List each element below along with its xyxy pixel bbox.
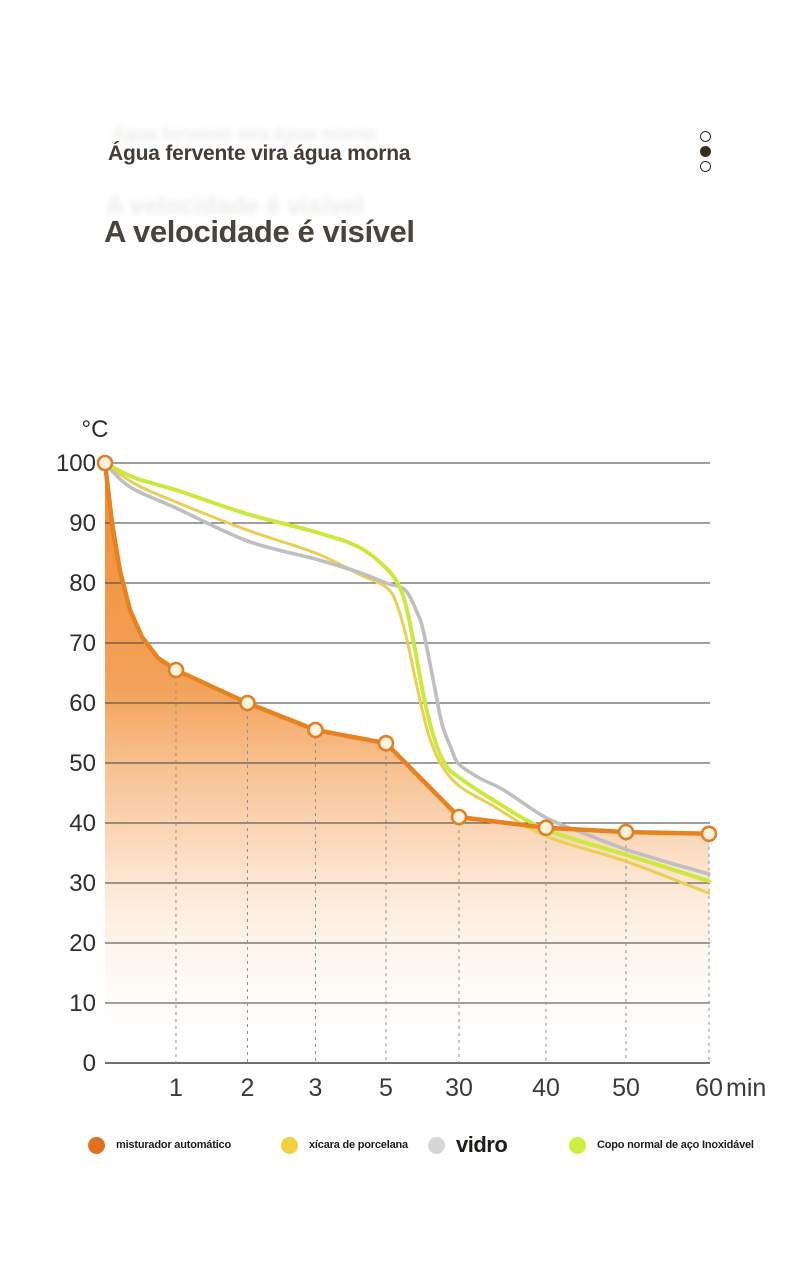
legend-dot (428, 1136, 445, 1154)
legend-dot (88, 1136, 105, 1154)
cooling-chart: 0 10 20 30 40 50 60 70 80 90 100 °C 1 2 3 5 30 40 50 60 min (0, 390, 790, 1120)
series-area-misturador (105, 463, 709, 1063)
svg-text:3: 3 (309, 1074, 323, 1102)
legend-item-3: vidro (428, 1128, 508, 1162)
y-axis-unit: °C (82, 416, 109, 443)
svg-text:1: 1 (169, 1074, 183, 1102)
carousel-dot-2-active[interactable] (700, 146, 711, 157)
legend-label: misturador automático (116, 1139, 231, 1151)
page-subtitle: A velocidade é visível (104, 214, 415, 249)
svg-text:90: 90 (69, 510, 96, 537)
svg-text:30: 30 (445, 1074, 473, 1102)
svg-text:20: 20 (69, 930, 96, 957)
svg-text:80: 80 (69, 570, 96, 597)
svg-text:5: 5 (379, 1074, 393, 1102)
drop-lines (175, 676, 710, 1063)
legend-item-1: misturador automático (88, 1128, 231, 1162)
svg-text:70: 70 (69, 630, 96, 657)
svg-text:60: 60 (695, 1074, 723, 1102)
svg-text:2: 2 (241, 1074, 255, 1102)
svg-text:30: 30 (69, 870, 96, 897)
carousel-dot-3[interactable] (700, 161, 711, 172)
carousel-pagination (700, 131, 711, 172)
series-markers (96, 454, 718, 843)
legend-item-2: xícara de porcelana (281, 1128, 408, 1162)
svg-text:50: 50 (612, 1074, 640, 1102)
legend-label: Copo normal de aço Inoxidável (597, 1139, 754, 1151)
legend-dot (569, 1136, 586, 1154)
svg-text:50: 50 (69, 750, 96, 777)
series-line-4 (103, 461, 711, 884)
svg-text:40: 40 (532, 1074, 560, 1102)
chart-legend: misturador automático xícara de porcelana… (0, 1128, 790, 1172)
svg-text:min: min (726, 1074, 766, 1102)
svg-text:40: 40 (69, 810, 96, 837)
legend-label: xícara de porcelana (309, 1139, 408, 1151)
series-line-misturador (102, 460, 712, 837)
y-axis-labels: 0 10 20 30 40 50 60 70 80 90 100 (56, 450, 96, 1077)
svg-text:100: 100 (56, 450, 96, 477)
x-axis-labels: 1 2 3 5 30 40 50 60 min (169, 1074, 766, 1102)
carousel-dot-1[interactable] (700, 131, 711, 142)
svg-text:10: 10 (69, 990, 96, 1017)
legend-dot (281, 1136, 298, 1154)
legend-item-4: Copo normal de aço Inoxidável (569, 1128, 754, 1162)
legend-label: vidro (456, 1132, 508, 1157)
svg-text:0: 0 (83, 1050, 96, 1077)
page-title: Água fervente vira água morna (108, 142, 411, 165)
svg-text:60: 60 (69, 690, 96, 717)
